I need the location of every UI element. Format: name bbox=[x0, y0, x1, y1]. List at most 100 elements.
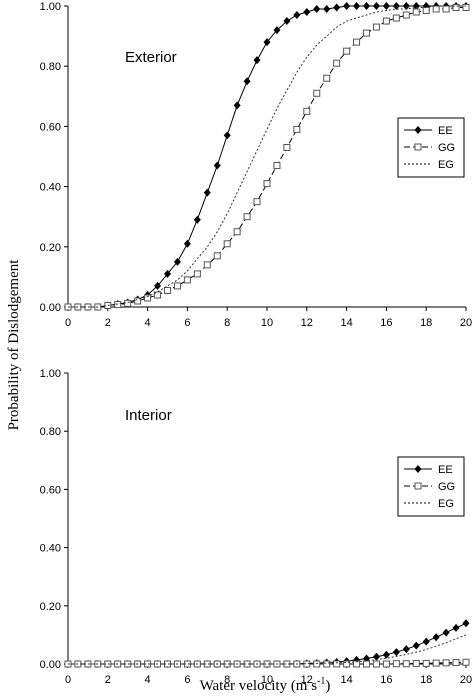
x-tick-label: 4 bbox=[145, 674, 151, 686]
point-ee bbox=[402, 645, 410, 654]
point-gg bbox=[213, 252, 221, 260]
legend: EE GG EG bbox=[397, 117, 465, 178]
exterior-panel: 0.00 0.20 0.40 0.60 0.80 1.00 0 2 4 6 8 10 12 14 16 18 2… bbox=[40, 1, 473, 329]
point-ee bbox=[462, 619, 470, 628]
point-ee bbox=[233, 101, 241, 110]
point-gg bbox=[422, 7, 430, 15]
y-tick-label: 0.20 bbox=[40, 601, 61, 613]
point-gg bbox=[392, 660, 400, 668]
point-gg bbox=[343, 47, 351, 55]
y-tick-label: 0.60 bbox=[40, 121, 61, 133]
x-tick-label: 10 bbox=[261, 317, 273, 329]
x-tick-label: 12 bbox=[301, 317, 313, 329]
point-ee bbox=[392, 2, 400, 10]
legend-label-gg: GG bbox=[438, 481, 455, 493]
y-tick-label: 0.40 bbox=[40, 543, 61, 555]
point-gg bbox=[392, 14, 400, 22]
point-gg bbox=[462, 4, 470, 12]
y-tick-label: 0.80 bbox=[40, 426, 61, 438]
point-gg bbox=[432, 659, 440, 667]
x-tick-label: 2 bbox=[105, 674, 111, 686]
point-ee bbox=[382, 650, 390, 659]
point-ee bbox=[333, 3, 341, 12]
y-tick-label: 0.20 bbox=[40, 242, 61, 254]
legend-label-ee: EE bbox=[438, 464, 453, 476]
point-ee bbox=[392, 648, 400, 657]
x-axis-title: Water velocity (m s-1) bbox=[200, 676, 331, 694]
x-tick-label: 0 bbox=[65, 317, 71, 329]
point-ee bbox=[293, 11, 301, 20]
x-tick-label: 10 bbox=[261, 674, 273, 686]
legend: EE GG EG bbox=[397, 456, 465, 517]
point-ee bbox=[442, 628, 450, 637]
point-gg bbox=[372, 660, 380, 668]
point-ee bbox=[193, 215, 201, 224]
point-gg bbox=[263, 180, 271, 188]
point-gg bbox=[422, 659, 430, 667]
point-ee bbox=[313, 5, 321, 14]
x-tick-label: 20 bbox=[460, 674, 472, 686]
y-tick-label: 0.40 bbox=[40, 182, 61, 194]
point-ee bbox=[183, 239, 191, 248]
point-gg bbox=[363, 29, 370, 37]
y-tick-label: 0.00 bbox=[40, 659, 61, 671]
point-gg bbox=[372, 23, 380, 31]
point-gg bbox=[402, 11, 410, 19]
point-ee bbox=[164, 269, 171, 278]
point-ee bbox=[263, 38, 271, 47]
point-gg bbox=[343, 660, 351, 668]
x-tick-label: 6 bbox=[184, 317, 190, 329]
legend-label-ee: EE bbox=[438, 125, 453, 137]
point-gg bbox=[243, 213, 251, 221]
point-gg bbox=[412, 8, 420, 16]
interior-panel: 0.00 0.20 0.40 0.60 0.80 1.00 0 2 4 6 8 10 12 14 16 18 2… bbox=[40, 368, 473, 686]
y-axis-title: Probability of Dislodgement bbox=[6, 259, 22, 431]
line-ee bbox=[68, 622, 467, 665]
point-gg bbox=[363, 660, 370, 668]
point-gg bbox=[273, 162, 281, 170]
point-ee bbox=[353, 2, 361, 10]
panel-annotation: Exterior bbox=[125, 49, 177, 66]
series-gg bbox=[64, 4, 470, 311]
point-gg bbox=[223, 240, 231, 248]
point-ee bbox=[402, 2, 410, 10]
point-ee bbox=[432, 633, 440, 642]
point-gg bbox=[313, 89, 321, 97]
legend-label-eg: EG bbox=[438, 159, 454, 171]
x-axis-title-superscript: -1 bbox=[317, 676, 325, 687]
point-ee bbox=[223, 131, 231, 140]
point-gg bbox=[323, 660, 331, 668]
point-gg bbox=[353, 38, 361, 46]
x-tick-label: 8 bbox=[224, 317, 230, 329]
x-tick-label: 16 bbox=[380, 317, 392, 329]
point-ee bbox=[273, 26, 281, 35]
point-gg bbox=[452, 4, 460, 12]
series-eg bbox=[68, 634, 467, 665]
point-gg bbox=[114, 301, 122, 309]
point-gg bbox=[154, 291, 162, 299]
y-tick-label: 1.00 bbox=[40, 368, 61, 380]
x-axis-title-close: ) bbox=[325, 678, 330, 694]
point-gg bbox=[134, 297, 142, 305]
point-ee bbox=[323, 5, 331, 14]
legend-label-eg: EG bbox=[438, 498, 454, 510]
point-gg bbox=[164, 286, 171, 294]
point-gg bbox=[183, 276, 191, 284]
point-ee bbox=[414, 126, 422, 134]
x-tick-label: 6 bbox=[184, 674, 190, 686]
point-gg bbox=[452, 659, 460, 667]
x-tick-label: 18 bbox=[420, 674, 432, 686]
point-gg bbox=[353, 660, 361, 668]
point-ee bbox=[414, 465, 422, 473]
point-ee bbox=[154, 281, 162, 290]
point-ee bbox=[303, 8, 311, 17]
point-gg bbox=[203, 261, 211, 269]
point-gg bbox=[253, 198, 261, 206]
x-tick-label: 4 bbox=[145, 317, 151, 329]
point-gg bbox=[173, 282, 181, 290]
x-tick-label: 16 bbox=[380, 674, 392, 686]
x-tick-label: 8 bbox=[224, 674, 230, 686]
y-tick-label: 0.60 bbox=[40, 484, 61, 496]
point-gg bbox=[283, 143, 291, 151]
point-gg bbox=[442, 5, 450, 13]
